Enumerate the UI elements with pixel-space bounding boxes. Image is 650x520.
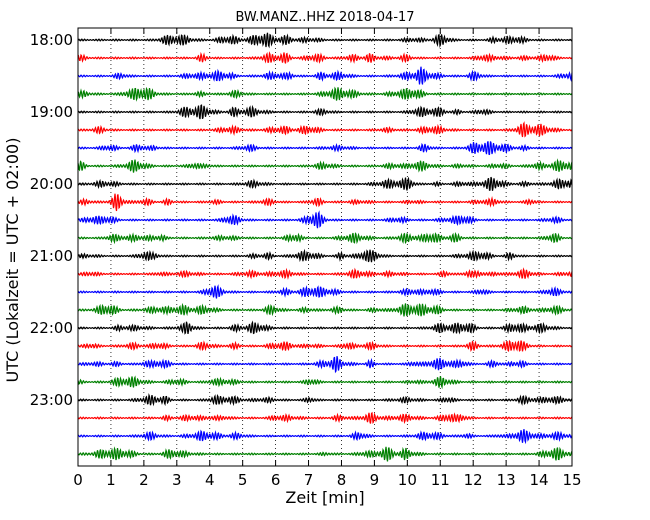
trace-line	[77, 267, 573, 280]
x-tick-label: 11	[431, 471, 450, 489]
plot-frame	[77, 27, 573, 467]
x-tick-label: 8	[337, 471, 347, 489]
x-tick-label: 2	[139, 471, 149, 489]
x-tick-label: 7	[304, 471, 314, 489]
trace-line	[78, 66, 573, 85]
trace-line	[77, 86, 573, 102]
x-tick-label: 9	[370, 471, 380, 489]
y-axis-label: UTC (Lokalzeit = UTC + 02:00)	[3, 137, 22, 383]
y-tick-label: 22:00	[30, 319, 73, 337]
x-tick-label: 10	[398, 471, 417, 489]
trace-line	[77, 356, 573, 374]
y-tick-label: 23:00	[30, 391, 73, 409]
trace-line	[77, 121, 573, 138]
trace-line	[77, 248, 573, 263]
x-tick-label: 4	[205, 471, 215, 489]
x-tick-label: 3	[172, 471, 182, 489]
x-tick-label: 12	[464, 471, 483, 489]
trace-line	[77, 193, 573, 212]
x-tick-label: 1	[106, 471, 116, 489]
trace-line	[77, 231, 573, 245]
trace-line	[77, 375, 573, 390]
x-tick-label: 0	[73, 471, 83, 489]
x-tick-label: 5	[238, 471, 248, 489]
y-tick-label: 19:00	[30, 103, 73, 121]
x-axis-label: Zeit [min]	[285, 488, 365, 507]
trace-line	[77, 429, 573, 445]
trace-line	[77, 32, 573, 49]
trace-line	[77, 210, 573, 229]
trace-line	[77, 284, 573, 299]
trace-line	[77, 141, 573, 156]
trace-line	[77, 446, 573, 462]
x-tick-label: 15	[562, 471, 581, 489]
trace-line	[77, 339, 573, 353]
x-tick-label: 14	[530, 471, 549, 489]
trace-line	[77, 158, 573, 173]
trace-line	[77, 320, 573, 335]
chart-title: BW.MANZ..HHZ 2018-04-17	[235, 10, 415, 25]
trace-line	[77, 51, 573, 64]
y-tick-label: 18:00	[30, 31, 73, 49]
y-tick-label: 20:00	[30, 175, 73, 193]
trace-line	[77, 104, 573, 120]
y-tick-label: 21:00	[30, 247, 73, 265]
trace-line	[77, 176, 573, 191]
trace-line	[77, 393, 573, 407]
trace-line	[77, 302, 573, 317]
x-tick-label: 6	[271, 471, 281, 489]
trace-line	[77, 411, 573, 425]
x-tick-label: 13	[497, 471, 516, 489]
